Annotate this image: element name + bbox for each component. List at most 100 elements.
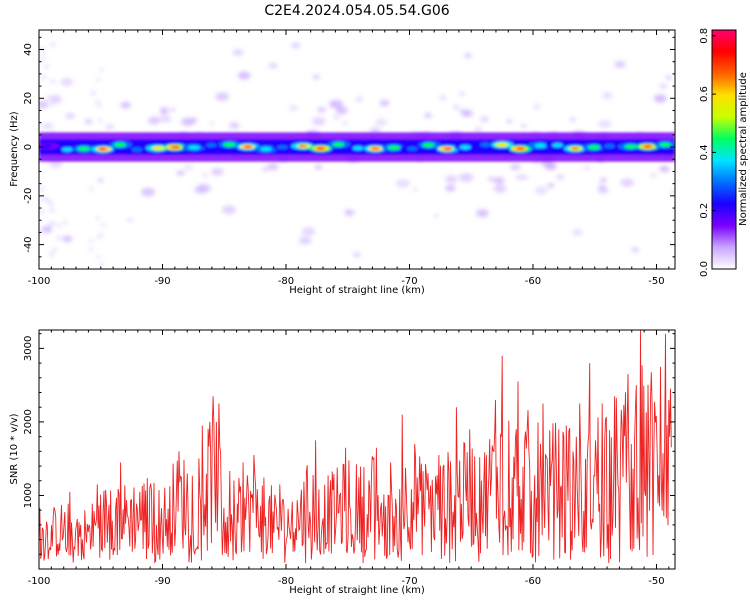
spectrogram-haze-blob bbox=[160, 115, 172, 123]
spectrogram-haze-blob bbox=[41, 197, 46, 202]
snr-x-tick-label: -60 bbox=[525, 576, 541, 587]
spectrogram-haze-blob bbox=[653, 94, 667, 103]
spectrogram-haze-blob bbox=[445, 175, 458, 184]
spectrogram-haze-blob bbox=[476, 209, 489, 218]
spectrogram-haze-blob bbox=[314, 164, 322, 170]
spectrogram-haze-blob bbox=[556, 174, 565, 180]
spectrogram-haze-blob bbox=[96, 235, 101, 240]
snr-x-tick-label: -70 bbox=[401, 576, 417, 587]
spectrogram-y-tick-label: 20 bbox=[23, 92, 34, 105]
spectrogram-band-peak bbox=[153, 146, 162, 150]
spectrogram-haze-blob bbox=[620, 178, 634, 187]
spectrogram-haze-blob bbox=[99, 67, 104, 72]
spectrogram-haze-blob bbox=[375, 118, 388, 126]
spectrogram-haze-blob bbox=[48, 201, 54, 206]
spectrogram-haze-blob bbox=[48, 102, 54, 107]
spectrogram-marks bbox=[39, 42, 675, 266]
spectrogram-band-cell bbox=[551, 143, 564, 148]
spectrogram-haze-blob bbox=[480, 116, 489, 123]
spectrogram-haze-blob bbox=[445, 185, 456, 192]
spectrogram-axes: -100 -90 -80 -70 -60 -50 -40 -20 0 20 40 bbox=[23, 30, 675, 287]
spectrogram-band-peak bbox=[371, 147, 380, 150]
snr-x-tick-label: -80 bbox=[278, 576, 294, 587]
colorbar-tick-label: 0.0 bbox=[699, 261, 710, 277]
spectrogram-haze-blob bbox=[659, 165, 670, 173]
spectrogram-haze-blob bbox=[95, 100, 100, 105]
snr-panel: -100 -90 -80 -70 -60 -50 1000 2000 3000 Height o… bbox=[9, 329, 676, 596]
spectrogram-band-peak bbox=[98, 147, 107, 151]
spectrogram-haze-blob bbox=[379, 99, 390, 107]
spectrogram-haze-blob bbox=[99, 262, 104, 266]
spectrogram-band-peak bbox=[316, 147, 326, 150]
spectrogram-haze-blob bbox=[232, 49, 244, 56]
spectrogram-y-axis-label: Frequency (Hz) bbox=[9, 111, 20, 187]
spectrogram-haze-blob bbox=[474, 127, 482, 132]
spectrogram-haze-blob bbox=[40, 124, 46, 129]
spectrogram-haze-blob bbox=[583, 165, 591, 170]
spectrogram-haze-blob bbox=[458, 173, 474, 182]
figure-title: C2E4.2024.054.05.54.G06 bbox=[264, 3, 449, 19]
spectrogram-haze-blob bbox=[439, 95, 447, 100]
spectrogram-haze-blob bbox=[96, 77, 101, 82]
spectrogram-x-axis-label: Height of straight line (km) bbox=[289, 285, 425, 296]
spectrogram-haze-blob bbox=[49, 208, 55, 213]
spectrogram-haze-blob bbox=[48, 123, 54, 128]
spectrogram-haze-blob bbox=[62, 220, 68, 224]
spectrogram-haze-blob bbox=[533, 104, 541, 109]
spectrogram-haze-blob bbox=[189, 117, 198, 123]
spectrogram-haze-blob bbox=[301, 227, 316, 236]
colorbar-tick-label: 0.6 bbox=[699, 86, 710, 102]
spectrogram-haze-blob bbox=[56, 223, 61, 228]
spectrogram-haze-blob bbox=[630, 247, 640, 253]
colorbar-ticks: 0.0 0.2 0.4 0.6 0.8 bbox=[699, 28, 716, 277]
spectrogram-haze-blob bbox=[47, 95, 52, 100]
spectrogram-haze-blob bbox=[202, 173, 209, 177]
spectrogram-band-cell bbox=[332, 142, 345, 147]
spectrogram-haze-blob bbox=[670, 189, 675, 194]
spectrogram-haze-blob bbox=[614, 60, 626, 69]
spectrogram-band-cell bbox=[407, 146, 418, 151]
spectrogram-band-cell bbox=[422, 142, 435, 148]
spectrogram-haze-blob bbox=[44, 64, 50, 69]
spectrogram-haze-blob bbox=[42, 100, 48, 105]
spectrogram-haze-blob bbox=[40, 209, 46, 214]
spectrogram-haze-blob bbox=[344, 209, 355, 216]
spectrogram-band-peak bbox=[298, 144, 307, 148]
spectrogram-haze-blob bbox=[95, 215, 100, 220]
spectrogram-haze-blob bbox=[412, 187, 418, 191]
spectrogram-haze-blob bbox=[41, 75, 47, 80]
spectrogram-band-cell bbox=[113, 142, 127, 148]
snr-x-tick-label: -90 bbox=[154, 576, 170, 587]
spectrogram-haze-blob bbox=[355, 96, 364, 102]
spectrogram-haze-blob bbox=[336, 106, 348, 115]
spectrogram-haze-blob bbox=[602, 92, 613, 99]
spectrogram-haze-blob bbox=[453, 105, 459, 109]
colorbar-tick-label: 0.4 bbox=[699, 144, 710, 160]
spectrogram-y-tick-label: -40 bbox=[23, 236, 34, 252]
spectrogram-haze-blob bbox=[352, 252, 361, 258]
spectrogram-haze-blob bbox=[183, 164, 193, 170]
spectrogram-band-cell bbox=[480, 142, 491, 147]
snr-y-tick-label: 1000 bbox=[23, 483, 34, 508]
spectrogram-haze-blob bbox=[229, 122, 240, 129]
spectrogram-band-cell bbox=[277, 145, 288, 150]
spectrogram-haze-blob bbox=[650, 173, 658, 178]
spectrogram-haze-blob bbox=[332, 114, 341, 120]
spectrogram-haze-blob bbox=[89, 186, 94, 191]
spectrogram-haze-blob bbox=[493, 184, 507, 193]
spectrogram-band-cell bbox=[42, 144, 52, 149]
colorbar-label: Normalized spectral amplitude bbox=[738, 72, 749, 226]
spectrogram-haze-blob bbox=[221, 205, 236, 215]
spectrogram-haze-blob bbox=[97, 178, 104, 183]
spectrogram-haze-blob bbox=[299, 236, 312, 245]
spectrogram-haze-blob bbox=[665, 75, 673, 80]
spectrogram-band-cell bbox=[387, 145, 401, 151]
spectrogram-haze-blob bbox=[311, 117, 326, 126]
spectrogram-x-tick-label: -90 bbox=[154, 276, 170, 287]
spectrogram-haze-blob bbox=[312, 74, 321, 80]
spectrogram-haze-blob bbox=[99, 232, 104, 237]
spectrogram-y-tick-label: -20 bbox=[23, 188, 34, 204]
spectrogram-haze-blob bbox=[342, 121, 348, 125]
spectrogram-haze-blob bbox=[261, 166, 270, 172]
